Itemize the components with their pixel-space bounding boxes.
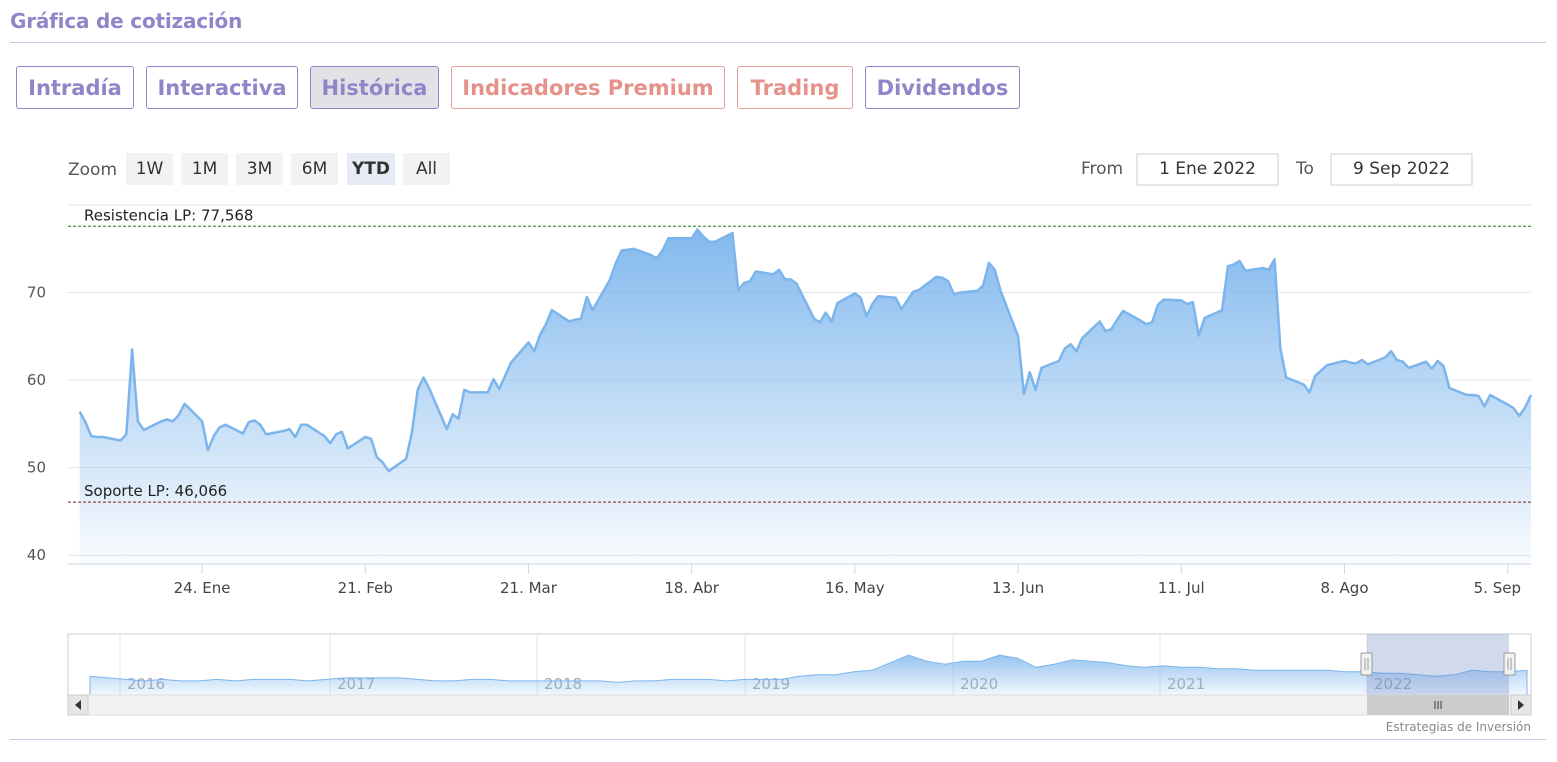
zoom-button-6m[interactable]: 6M — [291, 153, 338, 185]
page-title: Gráfica de cotización — [10, 9, 243, 33]
tab-historica[interactable]: Histórica — [310, 66, 439, 109]
from-date-value[interactable]: 1 Ene 2022 — [1159, 159, 1256, 179]
support-label: Soporte LP: 46,066 — [84, 482, 227, 500]
to-label: To — [1295, 159, 1314, 179]
from-date-input[interactable] — [1136, 153, 1279, 186]
scrollbar-track[interactable] — [67, 694, 1532, 716]
zoom-button-all-label[interactable]: All — [416, 159, 437, 179]
zoom-button-1w-bg[interactable] — [126, 153, 173, 185]
price-line — [78, 228, 1533, 473]
zoom-button-ytd-bg[interactable] — [347, 153, 395, 185]
price-area — [79, 229, 1532, 564]
x-tick-label: 21. Feb — [338, 579, 393, 597]
y-tick-label: 40 — [27, 546, 46, 564]
navigator-handle-right[interactable] — [1503, 652, 1516, 676]
x-tick-label: 11. Jul — [1158, 579, 1205, 597]
navigator-handle-left[interactable] — [1360, 652, 1373, 676]
zoom-button-1m-label[interactable]: 1M — [192, 159, 217, 179]
resistance-label: Resistencia LP: 77,568 — [84, 206, 253, 224]
title-divider — [10, 42, 1546, 43]
chart-tabs: Intradía Interactiva Histórica Indicador… — [16, 66, 1020, 109]
zoom-button-1m[interactable]: 1M — [181, 153, 228, 185]
zoom-buttons: 1W 1M 3M 6M YTD All — [126, 153, 450, 185]
navigator-handle-left-body[interactable] — [1360, 652, 1373, 676]
y-tick-label: 50 — [27, 459, 46, 477]
zoom-button-all[interactable]: All — [403, 153, 450, 185]
zoom-button-all-bg[interactable] — [403, 153, 450, 185]
zoom-button-3m-label[interactable]: 3M — [247, 159, 272, 179]
to-date-input[interactable] — [1330, 153, 1473, 186]
x-axis-ticks: 24. Ene 21. Feb 21. Mar 18. Abr 16. May 13. J… — [174, 564, 1521, 597]
chart-credit[interactable]: Estrategias de Inversión — [1386, 720, 1531, 734]
zoom-button-ytd[interactable]: YTD — [347, 153, 395, 185]
zoom-button-6m-bg[interactable] — [291, 153, 338, 185]
zoom-button-3m-bg[interactable] — [236, 153, 283, 185]
tab-dividendos[interactable]: Dividendos — [865, 66, 1020, 109]
to-date-value[interactable]: 9 Sep 2022 — [1353, 159, 1450, 179]
navigator-selection[interactable] — [1367, 634, 1509, 695]
tab-indicadores-premium[interactable]: Indicadores Premium — [451, 66, 725, 109]
x-tick-label: 5. Sep — [1474, 579, 1521, 597]
zoom-label: Zoom — [68, 160, 117, 180]
zoom-button-3m[interactable]: 3M — [236, 153, 283, 185]
x-tick-label: 18. Abr — [664, 579, 719, 597]
zoom-button-1w[interactable]: 1W — [126, 153, 173, 185]
zoom-button-1m-bg[interactable] — [181, 153, 228, 185]
x-tick-label: 24. Ene — [174, 579, 231, 597]
x-tick-label: 8. Ago — [1320, 579, 1368, 597]
x-tick-label: 16. May — [825, 579, 885, 597]
scrollbar-grip-icon — [1434, 701, 1442, 709]
scroll-left-arrow-icon — [75, 700, 81, 710]
tab-intradia[interactable]: Intradía — [16, 66, 134, 109]
y-tick-label: 70 — [27, 284, 46, 302]
tab-interactiva[interactable]: Interactiva — [146, 66, 298, 109]
y-tick-label: 60 — [27, 371, 46, 389]
x-tick-label: 21. Mar — [500, 579, 558, 597]
navigator-series — [89, 654, 1528, 696]
zoom-button-1w-label[interactable]: 1W — [136, 159, 164, 179]
from-label: From — [1081, 159, 1123, 179]
y-axis-ticks: 40 50 60 70 — [27, 284, 46, 565]
bottom-divider — [10, 739, 1546, 740]
zoom-button-ytd-label[interactable]: YTD — [351, 159, 390, 179]
scroll-right-arrow-icon — [1518, 700, 1524, 710]
x-tick-label: 13. Jun — [992, 579, 1044, 597]
tab-trading[interactable]: Trading — [737, 66, 853, 109]
zoom-button-6m-label[interactable]: 6M — [302, 159, 327, 179]
navigator-handle-right-body[interactable] — [1503, 652, 1516, 676]
